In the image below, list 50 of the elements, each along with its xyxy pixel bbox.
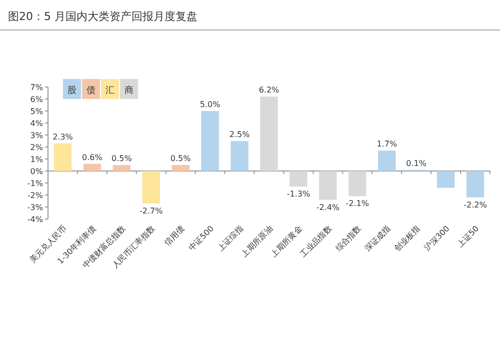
- text: 汇: [106, 86, 114, 96]
- bar: [172, 165, 190, 171]
- bar: [436, 171, 455, 188]
- data-label: 0.1%: [406, 158, 427, 168]
- y-tick-label: 1%: [30, 155, 44, 164]
- data-label: 1.7%: [376, 140, 398, 149]
- x-tick-label: 上证50: [456, 224, 481, 249]
- bar: [230, 141, 248, 171]
- data-label: 6.2%: [258, 86, 280, 95]
- y-tick-label: 2%: [30, 143, 44, 152]
- bar: [54, 143, 72, 171]
- bar: [142, 171, 160, 204]
- data-label: -2.2%: [464, 200, 488, 210]
- x-tick-label: 深证成指: [363, 224, 392, 254]
- x-tick-label: 信用债: [162, 224, 186, 248]
- bar: [378, 150, 396, 171]
- y-tick-label: 5%: [30, 107, 44, 116]
- bar: [348, 171, 366, 196]
- bar: [319, 171, 337, 200]
- x-tick-label: 综合指数: [334, 224, 363, 254]
- data-label: 0.5%: [170, 154, 192, 163]
- data-label: -2.1%: [346, 199, 370, 208]
- bar: [466, 171, 484, 198]
- data-label: -1.3%: [286, 190, 310, 199]
- bar: [83, 164, 102, 171]
- y-tick-label: -4%: [27, 215, 44, 224]
- data-label: -2.4%: [316, 202, 340, 212]
- y-tick-label: -2%: [27, 191, 44, 200]
- data-label: 5.0%: [200, 100, 221, 109]
- y-tick-label: 0%: [30, 167, 44, 176]
- bar: [112, 165, 131, 171]
- y-tick-label: 7%: [30, 83, 44, 92]
- y-tick-label: 4%: [30, 119, 44, 128]
- bar: [260, 96, 278, 171]
- x-tick-label: 创业板指: [392, 224, 422, 254]
- data-label: 0.5%: [112, 154, 132, 163]
- chart-title: 图20：5 月国内大类资产回报月度复盘: [8, 10, 198, 23]
- y-tick-label: 6%: [30, 95, 44, 104]
- data-label: -2.7%: [140, 206, 164, 216]
- y-tick-label: -3%: [27, 203, 44, 212]
- text: 商: [124, 86, 134, 96]
- data-label: 0.6%: [82, 152, 103, 162]
- bar: [201, 111, 219, 171]
- y-tick-label: 3%: [30, 131, 44, 140]
- data-label: 2.5%: [229, 130, 250, 139]
- bar: [290, 171, 308, 187]
- data-label: 2.3%: [52, 132, 74, 142]
- text: 债: [86, 86, 96, 96]
- text: 股: [68, 86, 76, 96]
- y-tick-label: -1%: [27, 179, 44, 188]
